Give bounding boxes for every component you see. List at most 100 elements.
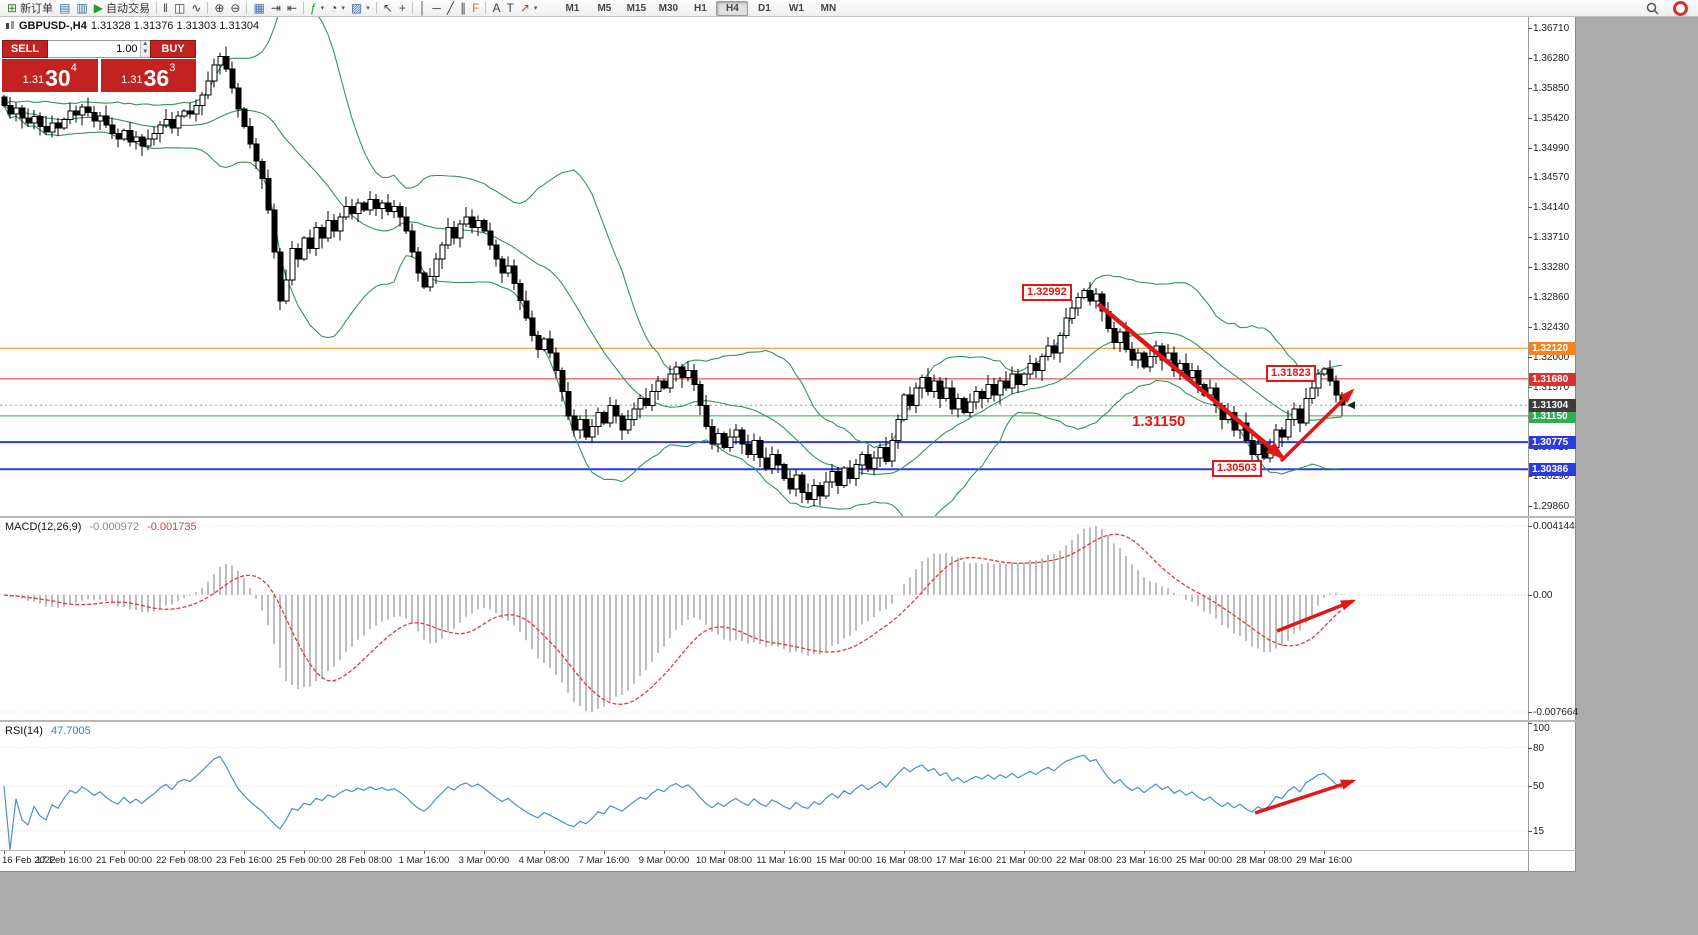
time-label: 7 Mar 16:00 [578,855,630,866]
timeframe-M15-button[interactable]: M15 [626,2,647,14]
macd-pane[interactable] [0,518,1528,720]
toolbar-separator [375,2,377,14]
time-label: 23 Feb 16:00 [216,855,272,866]
tile-windows-button[interactable]: ▦ [250,1,267,16]
main-chart-pane[interactable] [0,17,1528,516]
chart-shift-icon: ⇤ [286,0,297,15]
price-scale-label: 1.35420 [1533,113,1570,124]
text-label-button[interactable]: T [503,1,516,16]
time-label: 22 Feb 08:00 [156,855,212,866]
cursor-icon: ↖ [382,0,393,15]
price-annotation-box: 1.30503 [1212,460,1262,477]
text-button[interactable]: A [489,1,503,16]
bar-chart-button[interactable]: ‖ [160,1,171,16]
timeframe-M30-button[interactable]: M30 [658,2,679,14]
rsi-scale-label: 80 [1533,742,1545,754]
indicators-button[interactable]: ƒ ▾ [307,1,327,16]
time-label: 1 Mar 16:00 [398,855,450,866]
chart-title: GBPUSD-,H4 1.31328 1.31376 1.31303 1.313… [5,20,259,32]
trendline-button[interactable]: ╱ [444,1,457,16]
equidistant-channel-icon: ∥ [460,0,467,15]
line-chart-button[interactable]: ∿ [188,1,204,16]
horizontal-line-button[interactable]: ─ [429,1,444,16]
timeframe-W1-button[interactable]: W1 [788,2,804,14]
equidistant-channel-button[interactable]: ∥ [457,1,469,16]
auto-scroll-button[interactable]: ⇥ [268,1,284,16]
price-scale-label: 1.30290 [1533,470,1570,482]
timeframe-H1-button[interactable]: H1 [693,2,707,14]
price-tick [1528,58,1532,59]
price-annotation-text: 1.31150 [1132,413,1186,430]
timeframe-H4-button[interactable]: H4 [716,0,749,16]
time-tick [244,850,245,854]
timeframe-M5-button[interactable]: M5 [597,2,612,14]
market-watch-button[interactable]: ▤ [56,1,73,16]
buy-price-sup: 3 [169,62,176,74]
time-tick [1144,850,1145,854]
time-tick [784,850,785,854]
time-tick [904,850,905,854]
data-window-icon: ▥ [76,0,88,15]
pane-splitter[interactable] [0,516,1576,518]
buy-price-panel[interactable]: 1.31 36 3 [100,59,196,92]
crosshair-button[interactable]: + [396,1,409,16]
time-tick [1324,850,1325,854]
timeframe-D1-button[interactable]: D1 [757,2,771,14]
time-tick [4,850,5,854]
rsi-pane[interactable] [0,722,1528,850]
rsi-scale-label: 50 [1533,781,1545,792]
price-scale-label: 1.34140 [1533,202,1570,214]
tile-windows-icon: ▦ [253,0,265,15]
lot-size-input[interactable] [48,41,140,57]
time-label: 25 Mar 00:00 [1176,855,1232,866]
periods-button[interactable]: ◔ ▾ [327,1,348,16]
toolbar-separator [485,2,487,14]
sell-button[interactable]: SELL [2,40,48,58]
sell-price-panel[interactable]: 1.31 30 4 [2,59,98,92]
cursor-button[interactable]: ↖ [380,1,396,16]
fibonacci-button[interactable]: F [469,1,482,16]
timeframe-MN-button[interactable]: MN [820,2,837,14]
bollinger-lower [3,105,1343,516]
buy-button[interactable]: BUY [150,40,196,58]
candlestick-chart-button[interactable]: ◫ [171,1,188,16]
time-label: 10 Mar 08:00 [696,855,752,866]
zoom-out-button[interactable]: ⊖ [227,1,243,16]
lot-decrease-button[interactable]: ▼ [140,49,150,57]
line-chart-icon: ∿ [191,0,202,15]
timeframe-M1-button[interactable]: M1 [565,2,580,14]
price-badge-1.32120: 1.32120 [1529,342,1576,356]
search-icon[interactable] [1646,2,1659,15]
time-tick [544,850,545,854]
zoom-in-icon: ⊕ [214,0,225,15]
new-order-button[interactable]: ⊞ 新订单 [4,1,56,16]
zoom-in-button[interactable]: ⊕ [211,1,227,16]
price-badge-1.31680: 1.31680 [1529,372,1576,386]
new-order-label: 新订单 [20,3,54,15]
pane-splitter[interactable] [0,720,1576,722]
price-tick [1528,475,1532,477]
rsi-scale-tick [1528,723,1532,724]
arrows-tool-button[interactable]: ↗ ▾ [517,1,541,16]
vertical-line-button[interactable]: │ [416,1,430,16]
time-label: 9 Mar 00:00 [638,855,690,866]
data-window-button[interactable]: ▥ [73,1,90,16]
rsi-header: RSI(14) 47.7005 [5,725,91,737]
macd-main-value: -0.000972 [89,521,140,533]
price-scale-label: 1.34990 [1533,143,1570,154]
time-tick [1264,850,1265,854]
indicators-icon: ƒ [309,0,317,15]
autotrading-button[interactable]: ▶ 自动交易 [91,1,153,16]
templates-button[interactable]: ▨ ▾ [348,1,373,16]
timeframe-group: M1 M5 M15 M30 H1 H4 D1 W1 MN [556,0,844,16]
rsi-scale-tick [1528,830,1532,832]
price-scale-label: 1.35850 [1533,83,1570,94]
chart-shift-button[interactable]: ⇤ [284,1,300,16]
symbol-period-label: GBPUSD-,H4 [19,20,87,32]
fibonacci-icon: F [472,0,480,15]
lot-increase-button[interactable]: ▲ [140,41,150,49]
chevron-down-icon: ▾ [366,5,370,12]
time-tick [124,850,125,854]
price-scale-label: 1.33710 [1533,232,1570,244]
buy-price-big: 36 [143,65,170,91]
